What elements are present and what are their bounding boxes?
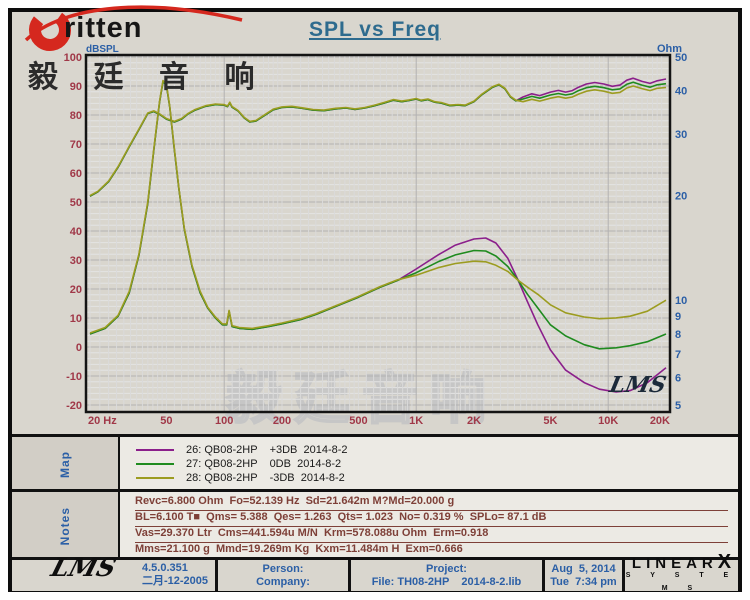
svg-text:-10: -10	[66, 371, 82, 383]
brand-logo-text: ritten	[64, 12, 143, 44]
svg-text:6: 6	[675, 372, 681, 384]
company-label: Company:	[256, 575, 310, 588]
file-label: File: TH08-2HP 2014-8-2.lib	[371, 575, 522, 588]
footer-divider	[542, 560, 545, 591]
version-date: 二月-12-2005	[142, 575, 209, 587]
footer-brand-cell: LINEARX S Y S T E M S	[625, 552, 738, 592]
svg-text:60: 60	[70, 168, 82, 180]
svg-text:50: 50	[160, 415, 172, 427]
legend-line-swatch	[136, 463, 174, 465]
svg-text:10K: 10K	[598, 415, 618, 427]
page-title: SPL vs Freq	[309, 18, 441, 41]
svg-text:100: 100	[64, 52, 82, 64]
svg-text:40: 40	[675, 86, 687, 98]
map-side-cell: Map	[12, 437, 120, 492]
footer-person-cell: Person: Company:	[218, 560, 348, 591]
svg-text:10: 10	[70, 313, 82, 325]
note-line: Vas=29.370 Ltr Cms=441.594u M/N Krm=578.…	[135, 527, 728, 543]
svg-text:20: 20	[70, 284, 82, 296]
legend-line-swatch	[136, 477, 174, 479]
svg-text:30: 30	[675, 129, 687, 141]
time-text: Tue 7:34 pm	[550, 575, 617, 588]
chart-region: 毅廷音响 100 90 80 70 60 50 40 30 20 10 0 -10 -20 50 40 30 2…	[12, 42, 738, 434]
legend-item-label: 26: QB08-2HP +3DB 2014-8-2	[186, 444, 348, 456]
footer-date-cell: Aug 5, 2014 Tue 7:34 pm	[545, 560, 622, 591]
note-line: BL=6.100 T■ Qms= 5.388 Qes= 1.263 Qts= 1…	[135, 511, 728, 527]
svg-text:1K: 1K	[409, 415, 423, 427]
legend-item-label: 28: QB08-2HP -3DB 2014-8-2	[186, 472, 345, 484]
linearx-logo: LINEARX S Y S T E M S	[625, 552, 738, 595]
legend-item: 26: QB08-2HP +3DB 2014-8-2	[136, 444, 348, 456]
watermark-top: 毅 廷 音 响	[28, 61, 269, 94]
svg-text:7: 7	[675, 349, 681, 361]
notes-label: Notes	[58, 506, 72, 546]
svg-text:50: 50	[675, 52, 687, 64]
version-number: 4.5.0.351	[142, 562, 188, 574]
linearx-x: X	[717, 551, 732, 573]
svg-text:10: 10	[675, 295, 687, 307]
svg-text:40: 40	[70, 226, 82, 238]
svg-text:5: 5	[675, 400, 681, 412]
svg-text:90: 90	[70, 81, 82, 93]
legend-line-swatch	[136, 449, 174, 451]
map-label: Map	[58, 451, 72, 478]
svg-text:20K: 20K	[650, 415, 670, 427]
svg-text:-20: -20	[66, 400, 82, 412]
svg-text:500: 500	[349, 415, 367, 427]
date-text: Aug 5, 2014	[551, 562, 616, 575]
svg-text:20: 20	[675, 190, 687, 202]
svg-text:50: 50	[70, 197, 82, 209]
svg-text:0: 0	[76, 342, 82, 354]
map-band: Map 26: QB08-2HP +3DB 2014-8-2 27: QB08-…	[12, 434, 738, 492]
spl-vs-freq-chart: 1009080706050403020100-10-20504030201098…	[64, 43, 688, 427]
footer-divider	[215, 560, 218, 591]
linearx-linear: LINEAR	[631, 555, 718, 572]
footer-bar: LMS 4.5.0.351 二月-12-2005 Person: Company…	[12, 552, 738, 592]
svg-text:80: 80	[70, 110, 82, 122]
legend-item: 28: QB08-2HP -3DB 2014-8-2	[136, 472, 345, 484]
notes-area: Revc=6.800 Ohm Fo=52.139 Hz Sd=21.642m M…	[120, 492, 738, 560]
svg-text:Ohm: Ohm	[657, 43, 682, 55]
project-label: Project:	[426, 562, 467, 575]
footer-divider	[622, 560, 625, 591]
footer-version-cell: LMS 4.5.0.351 二月-12-2005	[12, 553, 215, 591]
header: SPL vs Freq	[12, 12, 738, 42]
svg-text:5K: 5K	[543, 415, 557, 427]
footer-divider	[348, 560, 351, 591]
note-line: Revc=6.800 Ohm Fo=52.139 Hz Sd=21.642m M…	[135, 495, 728, 511]
svg-text:8: 8	[675, 329, 681, 341]
lms-signature: LMS	[607, 372, 669, 398]
legend-item: 27: QB08-2HP 0DB 2014-8-2	[136, 458, 341, 470]
svg-text:30: 30	[70, 255, 82, 267]
svg-text:200: 200	[273, 415, 291, 427]
person-label: Person:	[262, 562, 304, 575]
notes-side-cell: Notes	[12, 492, 120, 560]
brand-swoosh-icon	[24, 5, 243, 51]
notes-band: Notes Revc=6.800 Ohm Fo=52.139 Hz Sd=21.…	[12, 489, 738, 560]
svg-text:20 Hz: 20 Hz	[88, 415, 117, 427]
svg-text:70: 70	[70, 139, 82, 151]
legend-area: 26: QB08-2HP +3DB 2014-8-2 27: QB08-2HP …	[120, 437, 738, 492]
lms-logo: LMS	[47, 553, 120, 582]
svg-text:2K: 2K	[467, 415, 481, 427]
linearx-systems: S Y S T E M S	[625, 572, 738, 592]
svg-text:9: 9	[675, 311, 681, 323]
version-block: 4.5.0.351 二月-12-2005	[142, 562, 208, 588]
svg-text:dBSPL: dBSPL	[86, 44, 119, 55]
legend-item-label: 27: QB08-2HP 0DB 2014-8-2	[186, 458, 342, 470]
footer-project-cell: Project: File: TH08-2HP 2014-8-2.lib	[351, 560, 542, 591]
svg-text:100: 100	[215, 415, 233, 427]
